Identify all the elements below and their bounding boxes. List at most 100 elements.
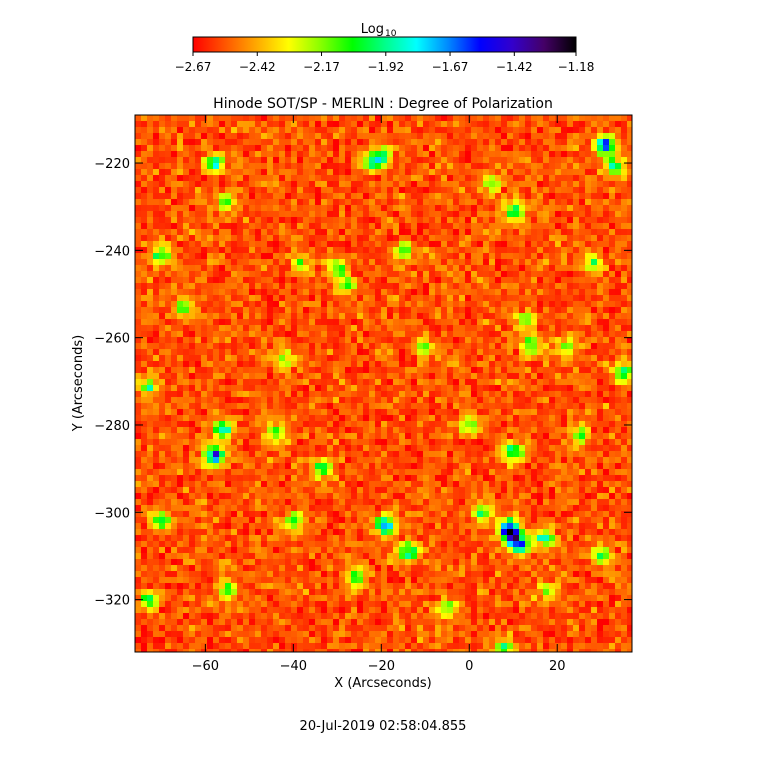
heatmap-cell xyxy=(537,223,543,229)
heatmap-cell xyxy=(183,163,189,169)
heatmap-cell xyxy=(471,259,477,265)
heatmap-cell xyxy=(519,229,525,235)
heatmap-cell xyxy=(237,205,243,211)
heatmap-cell xyxy=(273,433,279,439)
heatmap-cell xyxy=(303,145,309,151)
heatmap-cell xyxy=(585,271,591,277)
heatmap-cell xyxy=(603,295,609,301)
heatmap-cell xyxy=(159,253,165,259)
heatmap-cell xyxy=(327,421,333,427)
heatmap-cell xyxy=(543,445,549,451)
heatmap-cell xyxy=(561,451,567,457)
heatmap-cell xyxy=(369,259,375,265)
heatmap-cell xyxy=(171,211,177,217)
heatmap-cell xyxy=(585,331,591,337)
heatmap-cell xyxy=(597,223,603,229)
heatmap-cell xyxy=(549,469,555,475)
heatmap-cell xyxy=(267,235,273,241)
heatmap-cell xyxy=(237,157,243,163)
heatmap-cell xyxy=(375,211,381,217)
heatmap-cell xyxy=(423,421,429,427)
heatmap-cell xyxy=(537,373,543,379)
heatmap-cell xyxy=(195,187,201,193)
colorbar-label-subscript: 10 xyxy=(385,29,397,39)
heatmap-cell xyxy=(195,469,201,475)
heatmap-cell xyxy=(237,163,243,169)
heatmap-cell xyxy=(249,199,255,205)
heatmap-cell xyxy=(591,181,597,187)
heatmap-cell xyxy=(543,271,549,277)
heatmap-cell xyxy=(603,175,609,181)
heatmap-cell xyxy=(465,145,471,151)
heatmap-cell xyxy=(447,403,453,409)
heatmap-cell xyxy=(177,451,183,457)
heatmap-cell xyxy=(141,439,147,445)
heatmap-cell xyxy=(393,247,399,253)
heatmap-cell xyxy=(621,253,627,259)
heatmap-cell xyxy=(159,427,165,433)
heatmap-cell xyxy=(267,337,273,343)
heatmap-cell xyxy=(189,175,195,181)
heatmap-cell xyxy=(195,127,201,133)
heatmap-cell xyxy=(621,379,627,385)
heatmap-cell xyxy=(543,367,549,373)
heatmap-cell xyxy=(615,373,621,379)
heatmap-cell xyxy=(549,403,555,409)
heatmap-cell xyxy=(525,139,531,145)
heatmap-cell xyxy=(231,235,237,241)
heatmap-cell xyxy=(321,145,327,151)
heatmap-cell xyxy=(435,439,441,445)
heatmap-cell xyxy=(513,115,519,121)
heatmap-cell xyxy=(291,187,297,193)
heatmap-cell xyxy=(333,121,339,127)
heatmap-cell xyxy=(609,367,615,373)
heatmap-cell xyxy=(225,397,231,403)
heatmap-cell xyxy=(471,391,477,397)
heatmap-cell xyxy=(315,331,321,337)
heatmap-cell xyxy=(315,415,321,421)
heatmap-cell xyxy=(297,277,303,283)
heatmap-cell xyxy=(393,313,399,319)
heatmap-cell xyxy=(483,469,489,475)
heatmap-cell xyxy=(333,241,339,247)
heatmap-cell xyxy=(519,181,525,187)
heatmap-cell xyxy=(141,241,147,247)
heatmap-cell xyxy=(537,403,543,409)
heatmap-cell xyxy=(285,409,291,415)
heatmap-cell xyxy=(135,385,141,391)
heatmap-cell xyxy=(489,445,495,451)
heatmap-cell xyxy=(609,175,615,181)
heatmap-cell xyxy=(339,385,345,391)
heatmap-cell xyxy=(435,217,441,223)
heatmap-cell xyxy=(273,427,279,433)
heatmap-cell xyxy=(621,265,627,271)
heatmap-cell xyxy=(297,151,303,157)
heatmap-cell xyxy=(537,385,543,391)
heatmap-cell xyxy=(171,235,177,241)
heatmap-cell xyxy=(345,451,351,457)
heatmap-cell xyxy=(573,229,579,235)
heatmap-cell xyxy=(483,169,489,175)
heatmap-cell xyxy=(435,205,441,211)
heatmap-cell xyxy=(285,439,291,445)
heatmap-cell xyxy=(201,265,207,271)
heatmap-cell xyxy=(219,373,225,379)
heatmap-cell xyxy=(261,229,267,235)
heatmap-cell xyxy=(459,229,465,235)
heatmap-cell xyxy=(231,241,237,247)
heatmap-cell xyxy=(345,415,351,421)
heatmap-cell xyxy=(429,331,435,337)
heatmap-cell xyxy=(195,229,201,235)
heatmap-cell xyxy=(609,139,615,145)
heatmap-cell xyxy=(225,229,231,235)
heatmap-cell xyxy=(237,427,243,433)
heatmap-cell xyxy=(621,289,627,295)
heatmap-cell xyxy=(543,331,549,337)
heatmap-cell xyxy=(261,301,267,307)
heatmap-cell xyxy=(627,331,632,337)
heatmap-cell xyxy=(285,253,291,259)
heatmap-cell xyxy=(513,391,519,397)
heatmap-cell xyxy=(573,445,579,451)
heatmap-cell xyxy=(153,367,159,373)
heatmap-cell xyxy=(207,367,213,373)
